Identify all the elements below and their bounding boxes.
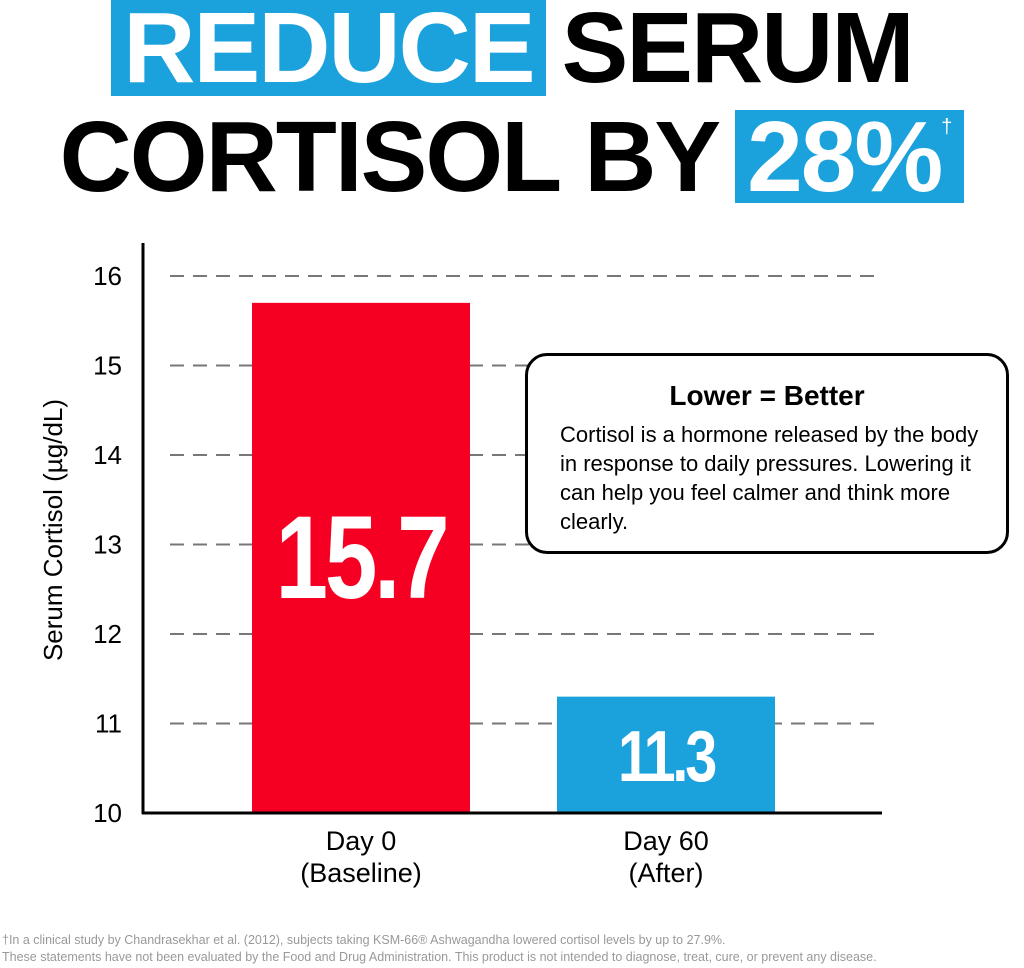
dagger-mark: † xyxy=(941,116,953,138)
footnote-fda: These statements have not been evaluated… xyxy=(2,950,877,964)
y-tick-label: 14 xyxy=(93,440,122,470)
headline-highlight-box-2: 28% † xyxy=(735,107,965,207)
headline-28-percent: 28% xyxy=(747,100,943,213)
bar xyxy=(557,696,775,813)
headline-highlight-box-1: REDUCE xyxy=(111,0,546,104)
y-tick-label: 10 xyxy=(93,798,122,828)
callout-box: Lower = Better Cortisol is a hormone rel… xyxy=(525,353,1009,554)
data-label: 15.7 xyxy=(276,491,447,624)
y-tick-label: 16 xyxy=(93,261,122,291)
y-axis-label: Serum Cortisol (µg/dL) xyxy=(38,399,68,661)
x-tick-label: (After) xyxy=(628,858,703,888)
x-tick-label: (Baseline) xyxy=(300,858,422,888)
headline-line-2: CORTISOL BY 28% † xyxy=(0,107,1024,207)
y-tick-label: 15 xyxy=(93,351,122,381)
x-tick-label: Day 60 xyxy=(623,826,709,856)
headline-cortisol-by: CORTISOL BY xyxy=(59,100,722,213)
footnote-study: †In a clinical study by Chandrasekhar et… xyxy=(2,933,726,947)
bar xyxy=(252,302,470,813)
callout-body: Cortisol is a hormone released by the bo… xyxy=(560,422,979,534)
x-tick-label: Day 0 xyxy=(326,826,397,856)
data-label: 11.3 xyxy=(618,716,715,797)
headline-line-1: REDUCE SERUM xyxy=(0,0,1024,104)
y-tick-label: 12 xyxy=(93,619,122,649)
callout-title: Lower = Better xyxy=(669,380,865,411)
y-tick-label: 11 xyxy=(95,709,122,739)
headline-reduce: REDUCE xyxy=(123,0,535,104)
headline-serum: SERUM xyxy=(561,0,915,104)
y-tick-label: 13 xyxy=(93,530,122,560)
